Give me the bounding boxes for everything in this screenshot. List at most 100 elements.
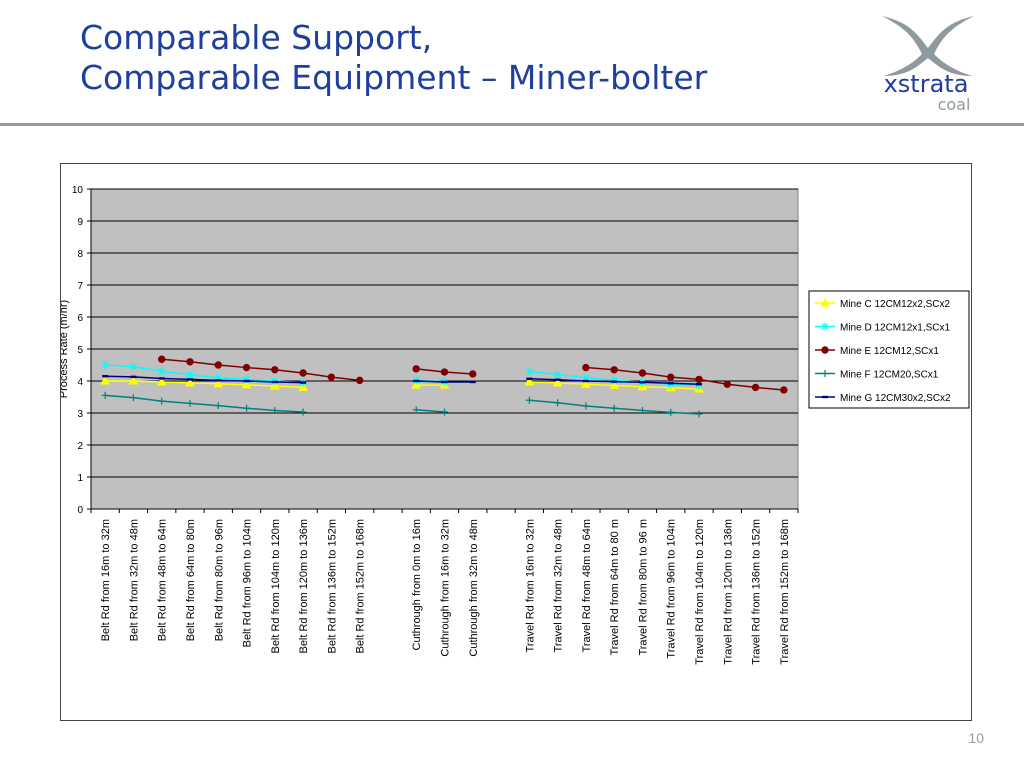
data-point xyxy=(610,404,618,412)
legend-item: Mine F 12CM20,SCx1 xyxy=(815,370,939,381)
x-tick-label: Belt Rd from 104m to 120m xyxy=(270,519,282,654)
data-point xyxy=(822,395,828,399)
data-point xyxy=(751,383,760,392)
x-tick-label: Belt Rd from 32m to 48m xyxy=(128,519,140,641)
data-point xyxy=(526,377,533,380)
data-point xyxy=(411,380,422,389)
data-point xyxy=(412,406,420,414)
x-tick-label: Travel Rd from 48m to 64m xyxy=(581,519,593,652)
data-point xyxy=(128,375,139,385)
data-point xyxy=(299,408,307,416)
series-line xyxy=(105,375,304,384)
logo-subtext: coal xyxy=(938,95,971,114)
data-point xyxy=(582,379,589,383)
data-point xyxy=(102,375,109,378)
legend-box xyxy=(808,290,970,409)
x-tick-label: Belt Rd from 80m to 96m xyxy=(213,519,225,641)
legend-item: Mine G 12CM30x2,SCx2 xyxy=(815,393,951,404)
data-point xyxy=(158,367,166,376)
data-point xyxy=(300,381,307,384)
data-point xyxy=(696,383,703,386)
data-point xyxy=(554,378,561,381)
data-point xyxy=(130,375,137,379)
data-point xyxy=(242,363,251,372)
data-point xyxy=(186,378,193,381)
y-tick-label: 5 xyxy=(77,345,83,356)
y-axis-title: Process Rate (m/hr) xyxy=(61,300,70,398)
logo-text: xstrata xyxy=(884,70,969,98)
x-tick-label: Travel Rd from 16m to 32m xyxy=(524,519,536,652)
data-point xyxy=(213,378,224,388)
data-point xyxy=(469,370,477,378)
data-point xyxy=(298,382,308,391)
data-point xyxy=(129,394,137,402)
legend: Mine C 12CM12x2,SCx2 Mine D 12CM12x1,SCx1… xyxy=(808,290,970,409)
title-divider xyxy=(0,123,1024,126)
slide-title-line2: Comparable Equipment – Miner-bolter xyxy=(80,58,708,97)
data-point xyxy=(525,396,533,404)
x-tick-label: Travel Rd from 120m to 136m xyxy=(722,519,734,665)
data-point xyxy=(582,363,590,372)
data-point xyxy=(611,380,618,383)
data-point xyxy=(186,358,194,366)
data-point xyxy=(524,376,535,386)
data-point xyxy=(821,322,829,331)
y-tick-label: 10 xyxy=(72,185,84,196)
data-point xyxy=(695,375,703,384)
x-tick-label: Travel Rd from 96m to 104m xyxy=(666,519,678,659)
legend-item: Mine E 12CM12,SCx1 xyxy=(815,346,939,357)
data-point xyxy=(581,379,591,388)
legend-label: Mine C 12CM12x2,SCx2 xyxy=(840,299,950,310)
series-line xyxy=(585,366,784,391)
y-tick-label: 4 xyxy=(77,377,83,388)
xstrata-coal-logo: xstrata coal xyxy=(882,16,974,114)
data-point xyxy=(101,361,109,369)
process-rate-chart: 0 1 2 3 4 5 6 7 8 9 10 Belt Rd from 16m to 32m Belt … xyxy=(61,185,970,665)
data-point xyxy=(271,366,279,374)
data-point xyxy=(355,376,364,385)
data-point xyxy=(469,380,476,384)
data-point xyxy=(243,379,250,383)
x-mark-icon xyxy=(882,16,974,76)
x-tick-label: Travel Rd from 152m to 168m xyxy=(779,519,791,665)
series-4 xyxy=(101,391,703,418)
data-point xyxy=(243,404,251,412)
y-tick-label: 2 xyxy=(77,441,83,452)
x-tick-label: Belt Rd from 136m to 152m xyxy=(326,519,338,654)
data-point xyxy=(299,369,307,377)
y-tick-label: 8 xyxy=(77,249,83,260)
data-point xyxy=(158,397,166,405)
legend-label: Mine E 12CM12,SCx1 xyxy=(840,346,939,357)
x-tick-label: Travel Rd from 136m to 152m xyxy=(751,519,763,665)
y-tick-label: 1 xyxy=(77,473,83,484)
series-5 xyxy=(102,375,703,386)
x-tick-label: Belt Rd from 96m to 104m xyxy=(242,519,254,647)
chart-frame: 0 1 2 3 4 5 6 7 8 9 10 Belt Rd from 16m to 32m Belt … xyxy=(60,163,972,721)
data-point xyxy=(186,370,194,379)
data-point xyxy=(441,380,448,384)
y-tick-label: 0 xyxy=(77,505,83,516)
x-tick-label: Belt Rd from 16m to 32m xyxy=(100,519,112,641)
data-point xyxy=(554,370,562,379)
data-point xyxy=(214,402,222,410)
data-point xyxy=(215,379,222,382)
legend-label: Mine D 12CM12x1,SCx1 xyxy=(840,323,950,334)
data-point xyxy=(129,362,137,371)
series-line xyxy=(105,394,304,413)
page-number: 10 xyxy=(968,730,984,746)
data-point xyxy=(638,406,646,414)
data-point xyxy=(214,361,222,369)
data-point xyxy=(638,369,647,377)
data-point xyxy=(441,408,448,416)
legend-label: Mine F 12CM20,SCx1 xyxy=(840,370,939,381)
data-point xyxy=(582,402,590,410)
x-tick-label: Belt Rd from 48m to 64m xyxy=(157,519,169,641)
series-line xyxy=(105,380,304,389)
data-point xyxy=(440,368,449,376)
data-point xyxy=(186,399,194,407)
y-tick-label: 6 xyxy=(77,313,83,324)
data-point xyxy=(185,377,195,387)
data-point xyxy=(413,379,420,383)
x-tick-label: Travel Rd from 80m to 96 m xyxy=(637,519,649,656)
x-tick-label: Cuthrough from 32m to 48m xyxy=(468,519,480,657)
